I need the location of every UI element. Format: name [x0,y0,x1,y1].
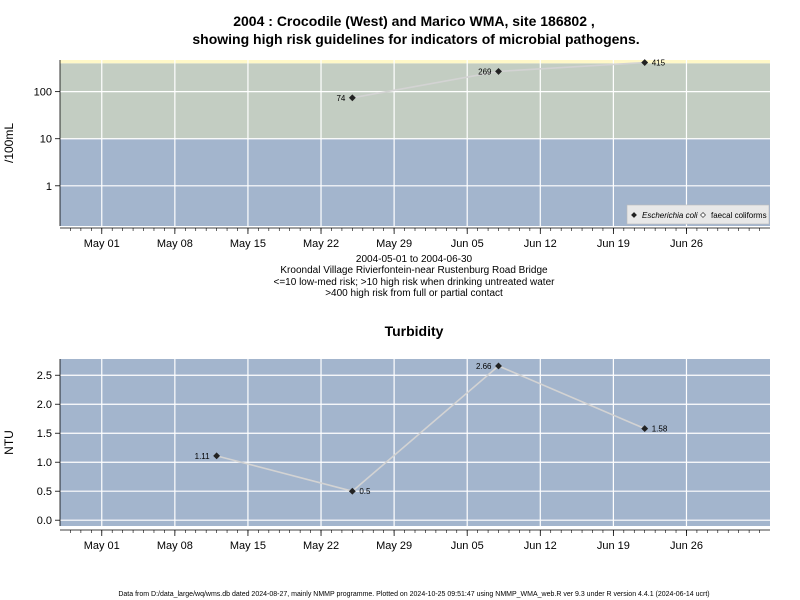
turbidity-panel: 0.0 0.5 1.0 1.5 2.0 2.5 NTU 1.11 0.5 2.66 1.58 May … [2,359,770,552]
turbidity-point [641,425,649,433]
y-tick-label: 0.5 [37,486,52,498]
ecoli-point [348,94,356,102]
y-tick-label: 10 [40,134,52,146]
caption-date-range: 2004-05-01 to 2004-06-30 [356,254,473,265]
turbidity-point [348,487,356,495]
x-tick-label: Jun 12 [524,540,557,552]
x-tick-label: Jun 26 [670,540,703,552]
y-tick-label: 0.0 [37,515,52,527]
y-tick-label: 2.5 [37,370,52,382]
y-tick-label: 1 [46,181,52,193]
y-axis-label: NTU [2,430,16,455]
x-tick-label: May 15 [230,238,266,250]
turbidity-point [495,362,502,370]
data-label: 269 [478,67,492,76]
data-label: 415 [652,59,666,68]
guideline-band [60,63,770,139]
x-tick-label: May 08 [157,540,193,552]
ecoli-point [641,59,649,66]
microbial-panel: 1 10 100/100mL 74 269 415 May 01 May 08 May 15 Ma… [2,59,770,250]
x-tick-label: Jun 26 [670,238,703,250]
turbidity-series-line [216,365,646,493]
x-tick-label: May 29 [376,540,412,552]
caption-contact-guideline: >400 high risk from full or partial cont… [325,288,503,299]
data-label: 2.66 [476,362,492,371]
data-label: 1.11 [195,452,211,461]
ecoli-point [495,67,502,75]
x-tick-label: May 08 [157,238,193,250]
x-tick-label: May 22 [303,238,339,250]
legend-open-diamond-icon [700,212,706,218]
x-tick-label: Jun 12 [524,238,557,250]
chart-title-line2: showing high risk guidelines for indicat… [192,31,639,47]
x-tick-label: May 22 [303,540,339,552]
y-axis-label: /100mL [2,123,16,163]
legend-label-faecal: faecal coliforms [711,211,767,220]
legend-filled-diamond-icon [631,212,637,218]
footer-note: Data from D:/data_large/wq/wms.db dated … [118,591,709,598]
y-tick-label: 2.0 [37,399,52,411]
turbidity-point [213,452,221,460]
turbidity-title: Turbidity [385,323,444,339]
plot-background [60,359,770,526]
y-tick-label: 100 [34,87,52,99]
x-tick-label: Jun 05 [451,540,484,552]
legend-label-ecoli: Escherichia coli [642,211,698,220]
legend-box [626,204,770,225]
caption-drinking-guideline: <=10 low-med risk; >10 high risk when dr… [274,277,556,288]
x-tick-label: May 01 [84,238,120,250]
guideline-band [60,60,770,64]
data-label: 0.5 [359,487,371,496]
y-tick-label: 1.5 [37,428,52,440]
x-tick-label: Jun 19 [597,238,630,250]
caption-site-name: Kroondal Village Rivierfontein-near Rust… [280,265,548,276]
x-tick-label: Jun 19 [597,540,630,552]
legend: Escherichia coli faecal coliforms [626,204,770,225]
x-tick-label: May 29 [376,238,412,250]
data-label: 74 [336,94,345,103]
x-tick-label: Jun 05 [451,238,484,250]
x-tick-label: May 15 [230,540,266,552]
chart-title-line1: 2004 : Crocodile (West) and Marico WMA, … [233,13,595,29]
x-tick-label: May 01 [84,540,120,552]
data-label: 1.58 [652,425,668,434]
y-tick-label: 1.0 [37,457,52,469]
